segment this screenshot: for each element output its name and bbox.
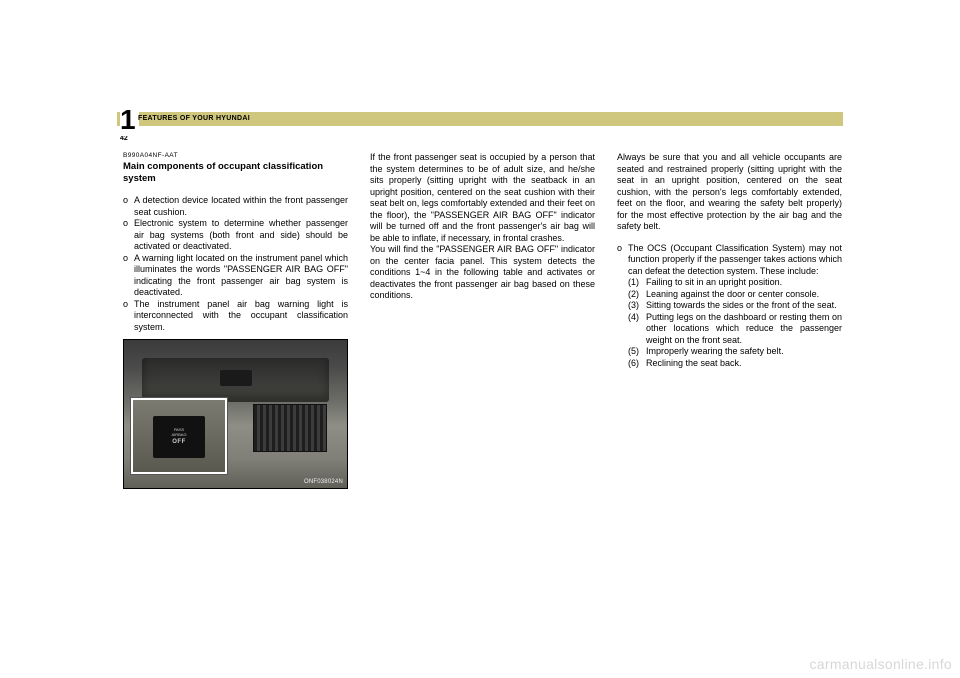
bullet-text: Electronic system to determine whether p… <box>134 218 348 253</box>
sub-item: (6)Reclining the seat back. <box>628 358 842 370</box>
sub-number: (3) <box>628 300 646 312</box>
illustration-vent <box>253 404 327 452</box>
page: 1 FEATURES OF YOUR HYUNDAI 42 B990A04NF-… <box>0 0 960 678</box>
sub-text: Reclining the seat back. <box>646 358 842 370</box>
section-title: FEATURES OF YOUR HYUNDAI <box>138 115 250 122</box>
subsection-heading: Main components of occupant classificati… <box>123 161 348 185</box>
list-item: oA warning light located on the instrume… <box>123 253 348 299</box>
sub-item: (1)Failing to sit in an upright position… <box>628 277 842 289</box>
illustration-hazard <box>220 370 252 386</box>
bullet-text: A detection device located within the fr… <box>134 195 348 218</box>
sub-number: (2) <box>628 289 646 301</box>
sub-number: (5) <box>628 346 646 358</box>
paragraph: If the front passenger seat is occupied … <box>370 152 595 244</box>
bullet-mark: o <box>123 299 134 334</box>
sub-number: (1) <box>628 277 646 289</box>
paragraph: You will find the "PASSENGER AIR BAG OFF… <box>370 244 595 302</box>
bullet-mark: o <box>123 253 134 299</box>
column-3: Always be sure that you and all vehicle … <box>617 152 842 489</box>
inset-line: AIRBAG <box>171 433 186 438</box>
sub-text: Improperly wearing the safety belt. <box>646 346 842 358</box>
sub-text: Putting legs on the dashboard or resting… <box>646 312 842 347</box>
sub-item: (2)Leaning against the door or center co… <box>628 289 842 301</box>
sub-number: (6) <box>628 358 646 370</box>
sub-text: Leaning against the door or center conso… <box>646 289 842 301</box>
page-number: 42 <box>120 135 128 142</box>
bullet-text: The instrument panel air bag warning lig… <box>134 299 348 334</box>
column-2: If the front passenger seat is occupied … <box>370 152 595 489</box>
inset-off: OFF <box>172 439 186 446</box>
illustration-inset: PASS AIRBAG OFF <box>131 398 227 474</box>
sub-number: (4) <box>628 312 646 347</box>
content-columns: B990A04NF-AAT Main components of occupan… <box>123 152 843 489</box>
list-item: o The OCS (Occupant Classification Syste… <box>617 243 842 278</box>
paragraph: Always be sure that you and all vehicle … <box>617 152 842 233</box>
list-item: oA detection device located within the f… <box>123 195 348 218</box>
list-item: oElectronic system to determine whether … <box>123 218 348 253</box>
sub-text: Failing to sit in an upright position. <box>646 277 842 289</box>
bullet-list: oA detection device located within the f… <box>123 195 348 333</box>
sub-text: Sitting towards the sides or the front o… <box>646 300 842 312</box>
sub-item: (3)Sitting towards the sides or the fron… <box>628 300 842 312</box>
bullet-text: A warning light located on the instrumen… <box>134 253 348 299</box>
bullet-mark: o <box>123 195 134 218</box>
bullet-mark: o <box>617 243 628 278</box>
sub-item: (5)Improperly wearing the safety belt. <box>628 346 842 358</box>
section-number: 1 <box>120 104 139 136</box>
column-1: B990A04NF-AAT Main components of occupan… <box>123 152 348 489</box>
list-item: oThe instrument panel air bag warning li… <box>123 299 348 334</box>
sub-item: (4)Putting legs on the dashboard or rest… <box>628 312 842 347</box>
bullet-text: The OCS (Occupant Classification System)… <box>628 243 842 278</box>
part-code: B990A04NF-AAT <box>123 152 348 160</box>
illustration: PASS AIRBAG OFF ONF038024N <box>123 339 348 489</box>
illustration-code: ONF038024N <box>304 479 343 487</box>
watermark: carmanualsonline.info <box>810 656 953 672</box>
bullet-mark: o <box>123 218 134 253</box>
airbag-off-panel: PASS AIRBAG OFF <box>153 416 205 458</box>
